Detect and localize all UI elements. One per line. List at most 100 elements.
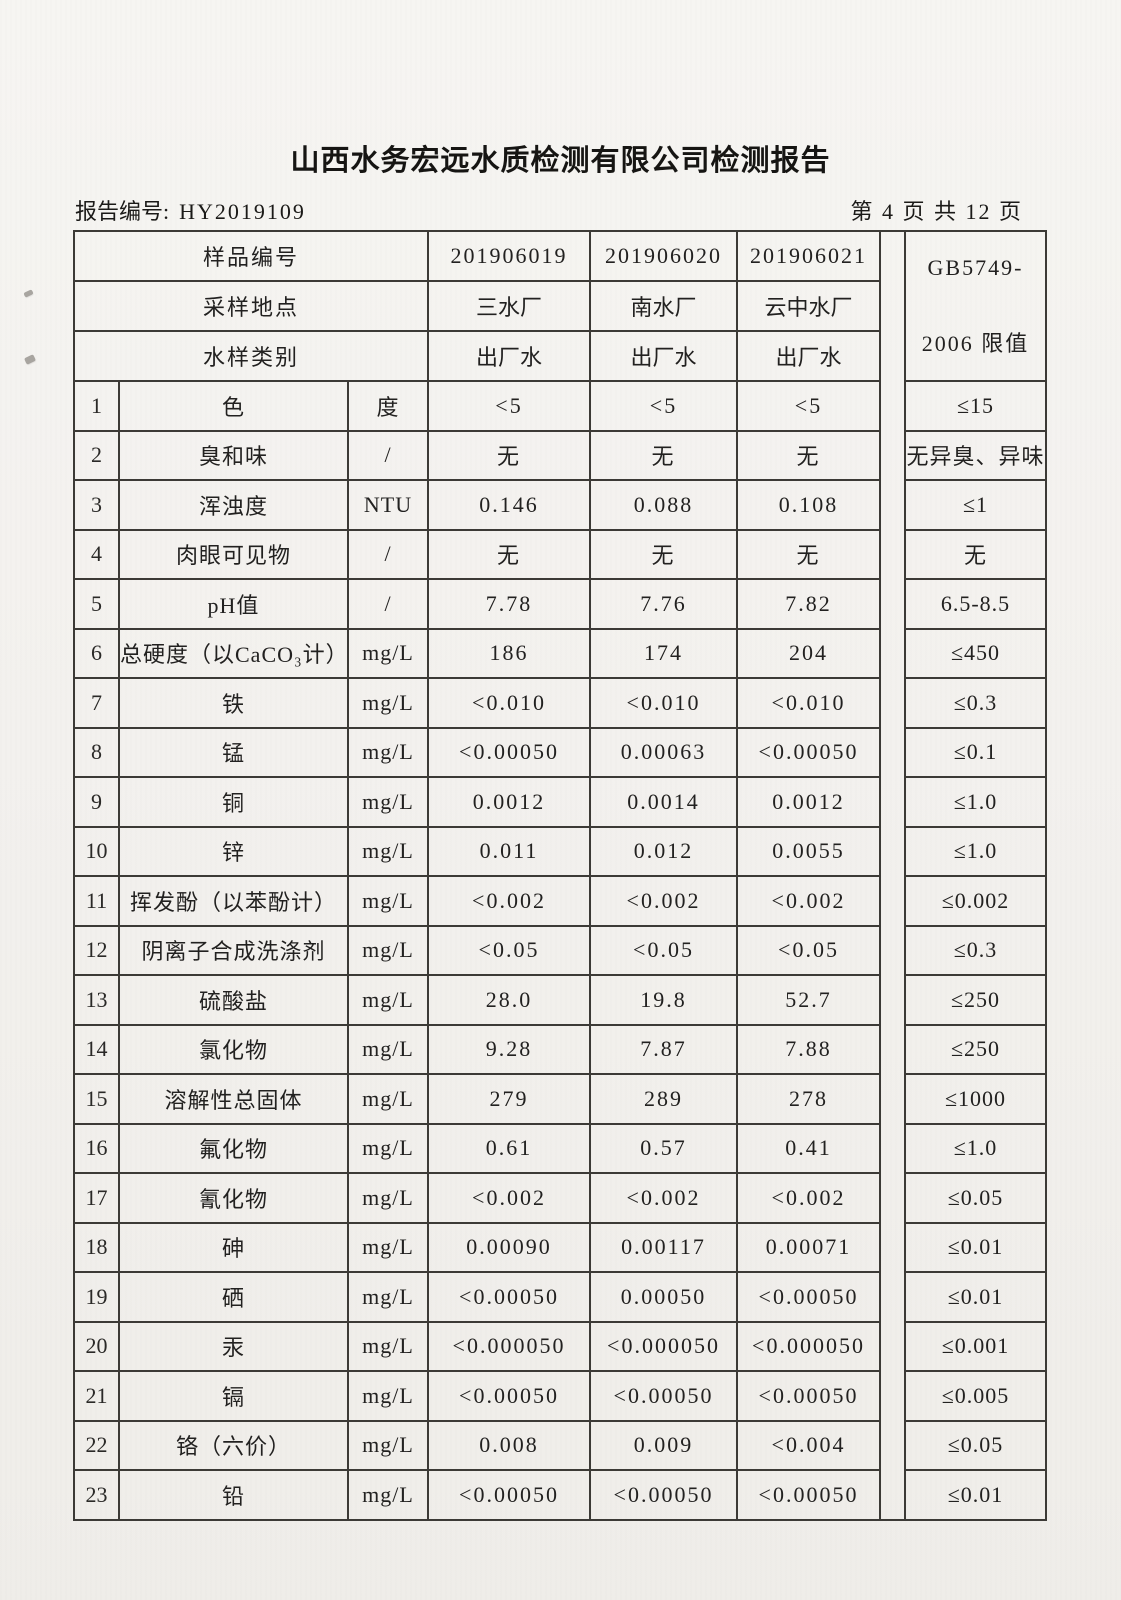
- parameter-unit: mg/L: [347, 726, 429, 778]
- sample2-value: 无: [589, 528, 738, 580]
- sample2-value: 无: [589, 429, 738, 481]
- table-row: 17 氰化物 mg/L <0.002 <0.002 <0.002 ≤0.05: [73, 1172, 1047, 1224]
- header-row-sample-id: 样品编号 201906019 201906020 201906021 GB574…: [73, 230, 1047, 1521]
- sample2-value: <0.002: [589, 875, 738, 927]
- row-number: 13: [73, 974, 120, 1026]
- sample1-value: 0.146: [427, 479, 591, 531]
- sample3-value: 0.41: [736, 1122, 881, 1174]
- sample2-value: <0.00050: [589, 1370, 738, 1422]
- row-number: 18: [73, 1221, 120, 1273]
- sample-type-1: 出厂水: [427, 330, 591, 382]
- parameter-unit: mg/L: [347, 1469, 429, 1521]
- sample1-value: 无: [427, 429, 591, 481]
- limit-value: 无异臭、异味: [904, 429, 1047, 481]
- parameter-unit: mg/L: [347, 1023, 429, 1075]
- table-row: 20 汞 mg/L <0.000050 <0.000050 <0.000050 …: [73, 1320, 1047, 1372]
- parameter-name: 肉眼可见物: [118, 528, 349, 580]
- header-label-sample-id: 样品编号: [73, 230, 429, 282]
- table-row: 3 浑浊度 NTU 0.146 0.088 0.108 ≤1: [73, 479, 1047, 531]
- sample3-value: 7.88: [736, 1023, 881, 1075]
- parameter-name: pH值: [118, 578, 349, 630]
- sample3-value: 204: [736, 627, 881, 679]
- parameter-unit: /: [347, 578, 429, 630]
- sample1-value: 9.28: [427, 1023, 591, 1075]
- limit-value: ≤15: [904, 380, 1047, 432]
- limit-value: ≤1.0: [904, 1122, 1047, 1174]
- header-row-sampling-location: 采样地点 三水厂 南水厂 云中水厂: [73, 280, 1046, 332]
- limit-value: ≤1.0: [904, 776, 1047, 828]
- row-number: 9: [73, 776, 120, 828]
- parameter-name: 总硬度（以CaCO₃计）: [118, 627, 349, 679]
- sample3-value: <0.010: [736, 677, 881, 729]
- limit-value: ≤0.1: [904, 726, 1047, 778]
- parameter-name: 挥发酚（以苯酚计）: [118, 875, 349, 927]
- limit-header-line1: GB5749-: [927, 254, 1024, 280]
- sample2-value: <0.000050: [589, 1320, 738, 1372]
- sample1-value: 0.00090: [427, 1221, 591, 1273]
- table-row: 22 铬（六价） mg/L 0.008 0.009 <0.004 ≤0.05: [73, 1419, 1047, 1471]
- sample2-value: 19.8: [589, 974, 738, 1026]
- parameter-unit: mg/L: [347, 875, 429, 927]
- sample1-value: <0.00050: [427, 1271, 591, 1323]
- limit-value: ≤0.3: [904, 924, 1047, 976]
- parameter-unit: mg/L: [347, 1122, 429, 1174]
- sample2-value: 7.87: [589, 1023, 738, 1075]
- sample3-value: <0.00050: [736, 726, 881, 778]
- header-label-sample-type: 水样类别: [73, 330, 429, 382]
- parameter-unit: mg/L: [347, 677, 429, 729]
- row-number: 17: [73, 1172, 120, 1224]
- sample2-value: <0.00050: [589, 1469, 738, 1521]
- row-number: 1: [73, 380, 120, 432]
- limit-value: ≤1: [904, 479, 1047, 531]
- report-number-label: 报告编号:: [75, 199, 170, 224]
- sample2-value: 7.76: [589, 578, 738, 630]
- sample2-value: 174: [589, 627, 738, 679]
- sample1-value: <0.00050: [427, 1469, 591, 1521]
- sample1-value: <0.05: [427, 924, 591, 976]
- row-number: 6: [73, 627, 120, 679]
- row-number: 3: [73, 479, 120, 531]
- parameter-unit: mg/L: [347, 825, 429, 877]
- sample1-value: 279: [427, 1073, 591, 1125]
- limit-value: ≤0.01: [904, 1271, 1047, 1323]
- sample3-value: 0.108: [736, 479, 881, 531]
- table-gap-column: [879, 230, 906, 1521]
- row-number: 2: [73, 429, 120, 481]
- limit-value: ≤0.3: [904, 677, 1047, 729]
- sample-type-2: 出厂水: [589, 330, 738, 382]
- page-indicator: 第 4 页 共 12 页: [850, 199, 1023, 224]
- row-number: 15: [73, 1073, 120, 1125]
- sample2-value: 0.00117: [589, 1221, 738, 1273]
- sample3-value: 52.7: [736, 974, 881, 1026]
- parameter-name: 硒: [118, 1271, 349, 1323]
- table-row: 21 镉 mg/L <0.00050 <0.00050 <0.00050 ≤0.…: [73, 1370, 1047, 1422]
- report-number-value: HY2019109: [179, 199, 306, 224]
- limit-value: 6.5-8.5: [904, 578, 1047, 630]
- sample1-value: <0.002: [427, 1172, 591, 1224]
- table-row: 18 砷 mg/L 0.00090 0.00117 0.00071 ≤0.01: [73, 1221, 1047, 1273]
- location-1: 三水厂: [427, 280, 591, 332]
- row-number: 21: [73, 1370, 120, 1422]
- sample1-value: <0.000050: [427, 1320, 591, 1372]
- sample2-value: 0.00063: [589, 726, 738, 778]
- parameter-unit: mg/L: [347, 776, 429, 828]
- sample1-value: 7.78: [427, 578, 591, 630]
- row-number: 10: [73, 825, 120, 877]
- limit-header-line2: 2006 限值: [921, 330, 1030, 356]
- table-row: 16 氟化物 mg/L 0.61 0.57 0.41 ≤1.0: [73, 1122, 1047, 1174]
- limit-value: ≤0.05: [904, 1172, 1047, 1224]
- parameter-unit: mg/L: [347, 924, 429, 976]
- parameter-unit: mg/L: [347, 1419, 429, 1471]
- parameter-unit: mg/L: [347, 1271, 429, 1323]
- parameter-unit: mg/L: [347, 627, 429, 679]
- sample2-value: 0.00050: [589, 1271, 738, 1323]
- row-number: 14: [73, 1023, 120, 1075]
- water-quality-table: 样品编号 201906019 201906020 201906021 GB574…: [73, 230, 1047, 1521]
- row-number: 7: [73, 677, 120, 729]
- parameter-name: 臭和味: [118, 429, 349, 481]
- limit-value: ≤0.01: [904, 1221, 1047, 1273]
- table-row: 13 硫酸盐 mg/L 28.0 19.8 52.7 ≤250: [73, 974, 1047, 1026]
- sample2-value: <0.010: [589, 677, 738, 729]
- sample1-value: <5: [427, 380, 591, 432]
